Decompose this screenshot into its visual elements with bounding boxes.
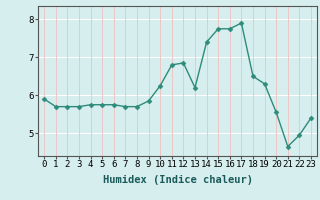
X-axis label: Humidex (Indice chaleur): Humidex (Indice chaleur)	[103, 175, 252, 185]
